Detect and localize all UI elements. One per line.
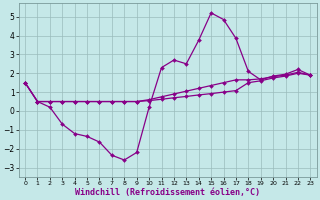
X-axis label: Windchill (Refroidissement éolien,°C): Windchill (Refroidissement éolien,°C): [75, 188, 260, 197]
